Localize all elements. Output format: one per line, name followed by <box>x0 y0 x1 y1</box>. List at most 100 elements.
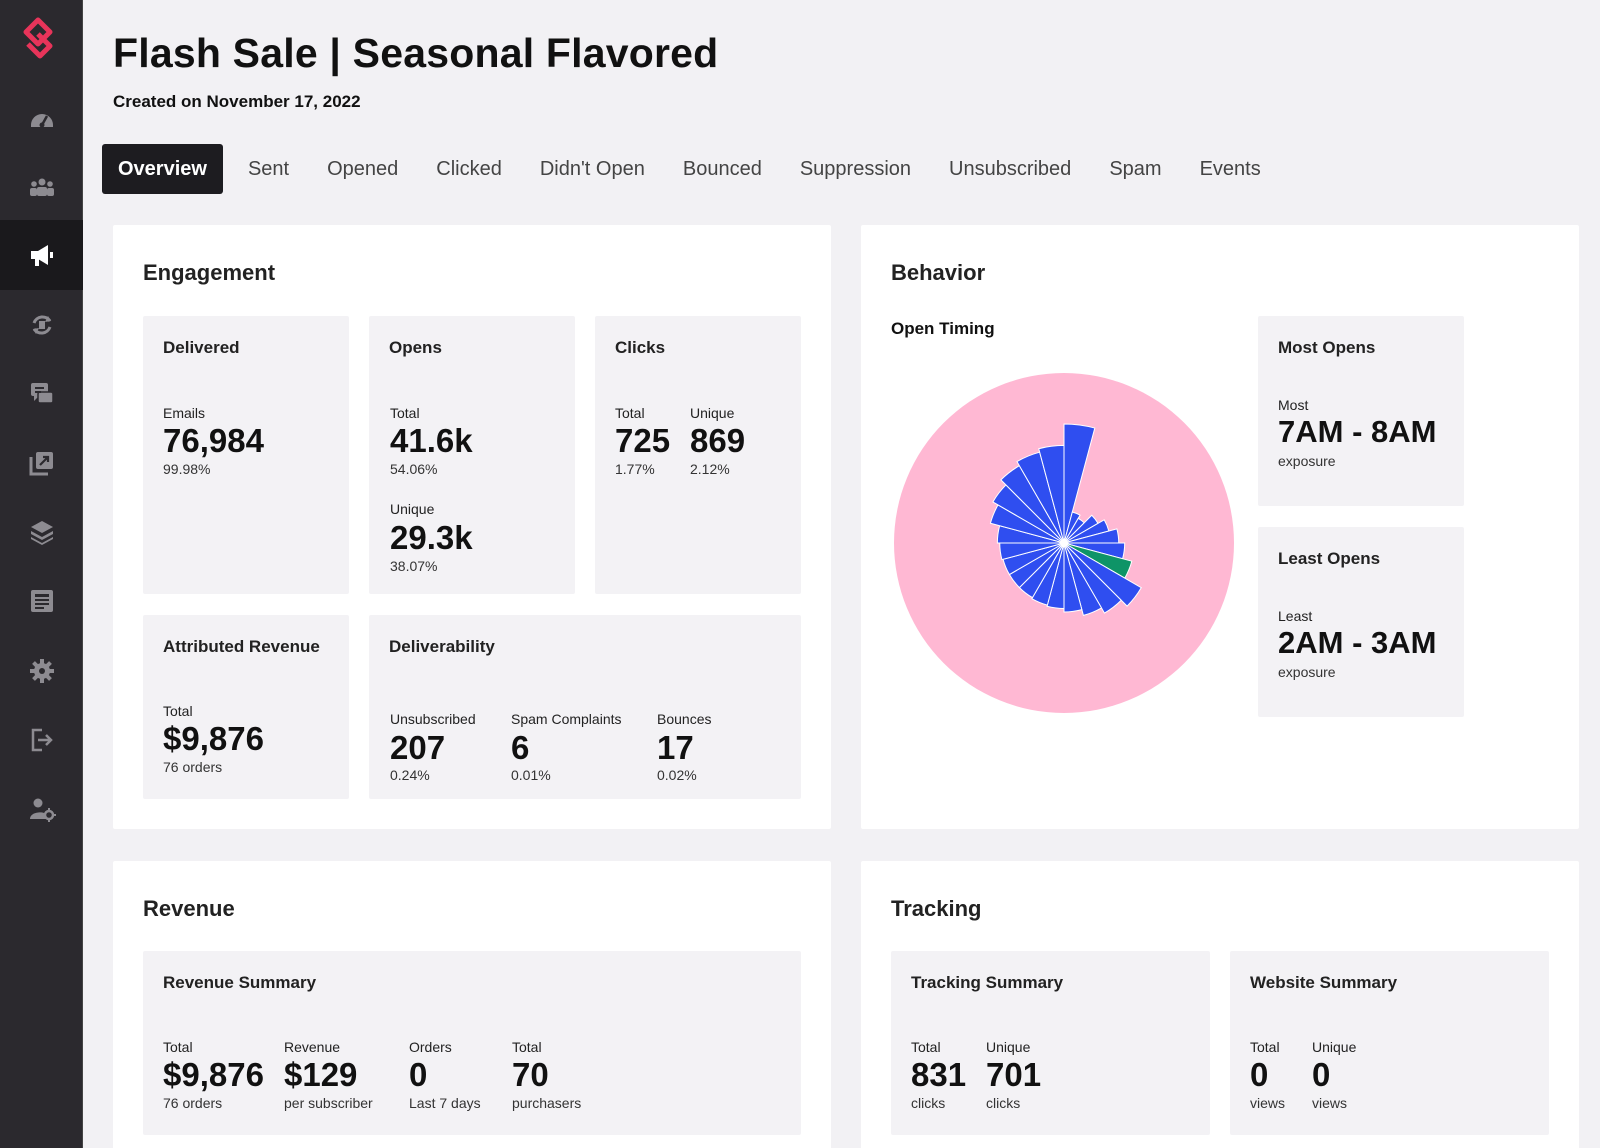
polar-bar-hour-8 <box>1063 542 1142 607</box>
revenue-orders-label: Orders <box>409 1039 452 1055</box>
spam-value: 6 <box>511 729 530 766</box>
tab-sent[interactable]: Sent <box>247 157 290 180</box>
main-content: Flash Sale | Seasonal Flavored Created o… <box>83 0 1600 1148</box>
polar-bar-hour-10 <box>1063 542 1103 617</box>
most-opens-sub: exposure <box>1278 453 1336 469</box>
revenue-per-sub-label: Revenue <box>284 1039 341 1055</box>
least-opens-sub: exposure <box>1278 664 1336 680</box>
created-date: Created on November 17, 2022 <box>113 92 361 111</box>
attributed-revenue-title: Attributed Revenue <box>163 637 320 656</box>
revenue-per-sub-value: $129 <box>284 1056 358 1093</box>
tab-unsubscribed[interactable]: Unsubscribed <box>949 157 1072 180</box>
nav-campaigns[interactable] <box>0 220 83 290</box>
clicks-unique-pct: 2.12% <box>690 461 730 477</box>
least-opens-card: Least Opens Least 2AM - 3AM exposure <box>1258 527 1464 717</box>
tab-spam[interactable]: Spam <box>1109 157 1162 180</box>
tab-overview[interactable]: Overview <box>102 144 223 194</box>
forms-icon <box>30 590 53 612</box>
website-unique-sub: views <box>1312 1095 1348 1111</box>
open-timing-chart <box>894 373 1234 713</box>
revenue-purchasers-label: Total <box>512 1039 542 1055</box>
attributed-revenue-value: $9,876 <box>163 720 264 757</box>
opens-total-value: 41.6k <box>390 422 473 459</box>
behavior-title: Behavior <box>891 260 986 285</box>
most-opens-title: Most Opens <box>1278 338 1376 357</box>
opens-unique-value: 29.3k <box>390 519 473 556</box>
tab-opened[interactable]: Opened <box>327 157 399 180</box>
engagement-title: Engagement <box>143 260 276 285</box>
sidebar <box>0 0 83 1148</box>
tracking-unique-value: 701 <box>986 1056 1042 1093</box>
nav-logout[interactable] <box>0 705 83 775</box>
deliverability-card: Deliverability Unsubscribed 207 0.24% Sp… <box>369 615 801 799</box>
least-opens-value: 2AM - 3AM <box>1278 625 1437 660</box>
bounces-label: Bounces <box>657 711 712 727</box>
tracking-summary-title: Tracking Summary <box>911 973 1064 992</box>
open-timing-title: Open Timing <box>891 319 995 338</box>
revenue-purchasers-value: 70 <box>512 1056 549 1093</box>
delivered-pct: 99.98% <box>163 461 211 477</box>
tracking-title: Tracking <box>891 896 982 921</box>
clicks-total-value: 725 <box>615 422 671 459</box>
clicks-card: Clicks Total 725 1.77% Unique 869 2.12% <box>595 316 801 594</box>
revenue-total-sub: 76 orders <box>163 1095 223 1111</box>
tab-suppression[interactable]: Suppression <box>799 157 912 180</box>
brand-logo-icon[interactable] <box>14 14 62 62</box>
website-unique-label: Unique <box>1312 1039 1357 1055</box>
tab-events[interactable]: Events <box>1199 157 1261 180</box>
nav-account-settings[interactable] <box>0 774 83 844</box>
unsubscribed-label: Unsubscribed <box>390 711 476 727</box>
revenue-per-sub-sub: per subscriber <box>284 1095 373 1111</box>
revenue-title: Revenue <box>143 896 235 921</box>
account-settings-icon <box>29 798 56 822</box>
spam-pct: 0.01% <box>511 767 551 783</box>
templates-icon <box>30 521 53 545</box>
audience-icon <box>29 178 54 196</box>
opens-unique-pct: 38.07% <box>390 558 438 574</box>
unsubscribed-pct: 0.24% <box>390 767 430 783</box>
nav-settings[interactable] <box>0 636 83 706</box>
engagement-panel: Engagement Delivered Emails 76,984 99.98… <box>113 225 831 829</box>
nav-forms[interactable] <box>0 566 83 636</box>
tracking-total-label: Total <box>911 1039 941 1055</box>
clicks-unique-label: Unique <box>690 405 735 421</box>
revenue-orders-value: 0 <box>409 1056 428 1093</box>
nav-dashboard[interactable] <box>0 84 83 154</box>
website-summary-title: Website Summary <box>1250 973 1398 992</box>
dashboard-icon <box>30 114 53 128</box>
tracking-summary-card: Tracking Summary Total 831 clicks Unique… <box>891 951 1210 1135</box>
campaigns-icon <box>30 245 53 266</box>
nav-audience[interactable] <box>0 152 83 222</box>
clicks-unique-value: 869 <box>690 422 746 459</box>
clicks-title: Clicks <box>615 338 666 357</box>
tracking-unique-label: Unique <box>986 1039 1031 1055</box>
attributed-revenue-label: Total <box>163 703 193 719</box>
polar-bar-hour-11 <box>1063 542 1083 613</box>
opens-unique-label: Unique <box>390 501 435 517</box>
delivered-label: Emails <box>163 405 206 421</box>
delivered-title: Delivered <box>163 338 240 357</box>
website-unique-value: 0 <box>1312 1056 1331 1093</box>
most-opens-label: Most <box>1278 397 1309 413</box>
nav-media[interactable] <box>0 428 83 498</box>
most-opens-card: Most Opens Most 7AM - 8AM exposure <box>1258 316 1464 506</box>
nav-automation[interactable] <box>0 290 83 360</box>
least-opens-label: Least <box>1278 608 1313 624</box>
tab-bounced[interactable]: Bounced <box>682 157 762 180</box>
tracking-unique-sub: clicks <box>986 1095 1021 1111</box>
deliverability-title: Deliverability <box>389 637 495 656</box>
tab-bar: Overview Sent Opened Clicked Didn't Open… <box>102 144 1280 194</box>
revenue-summary-title: Revenue Summary <box>163 973 317 992</box>
polar-bar-hour-23 <box>1038 444 1065 544</box>
tab-didnt-open[interactable]: Didn't Open <box>539 157 645 180</box>
attributed-revenue-card: Attributed Revenue Total $9,876 76 order… <box>143 615 349 799</box>
website-total-label: Total <box>1250 1039 1280 1055</box>
clicks-total-label: Total <box>615 405 645 421</box>
nav-templates[interactable] <box>0 497 83 567</box>
clicks-total-pct: 1.77% <box>615 461 655 477</box>
opens-total-label: Total <box>390 405 420 421</box>
messages-icon <box>30 383 54 404</box>
website-total-sub: views <box>1250 1095 1286 1111</box>
nav-messages[interactable] <box>0 359 83 429</box>
tab-clicked[interactable]: Clicked <box>436 157 502 180</box>
